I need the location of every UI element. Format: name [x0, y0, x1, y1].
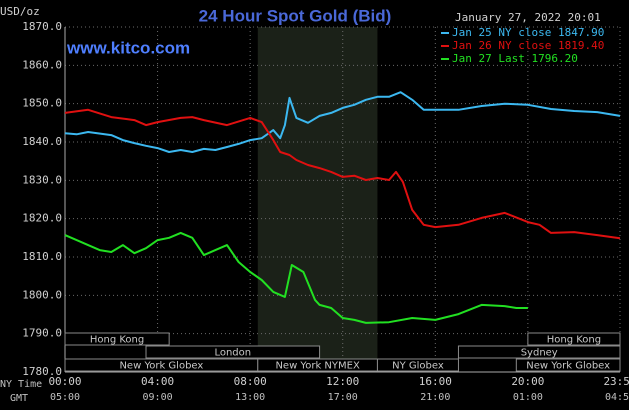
x-tick-label: 04:00 [141, 375, 174, 388]
session-shade [257, 27, 378, 372]
y-tick-label: 1850.0 [22, 97, 62, 110]
site-label: www.kitco.com [66, 38, 190, 57]
x-tick-label: 08:00 [234, 375, 267, 388]
session-label: London [214, 348, 251, 359]
session-label: NY Globex [392, 361, 444, 372]
x2-tick-label: 01:00 [513, 392, 543, 403]
x-tick-label: 16:00 [419, 375, 452, 388]
x2-tick-label: 17:00 [328, 392, 358, 403]
price-line [64, 231, 528, 324]
session-box [515, 358, 621, 372]
session-box [527, 332, 621, 346]
session-label: New York Globex [526, 361, 610, 372]
x-axis-label: NY Time [0, 379, 42, 390]
y-tick-label: 1790.0 [22, 327, 62, 340]
x-tick-label: 20:00 [511, 375, 544, 388]
y-tick-label: 1820.0 [22, 212, 62, 225]
y-tick-label: 1810.0 [22, 250, 62, 263]
session-label: Hong Kong [90, 335, 144, 346]
y-tick-label: 1840.0 [22, 135, 62, 148]
price-line [64, 91, 621, 153]
y-tick-label: 1860.0 [22, 58, 62, 71]
x-tick-label: 23:59 [603, 375, 629, 388]
session-box [376, 358, 459, 372]
x2-tick-label: 05:00 [50, 392, 80, 403]
y-tick-label: 1780.0 [22, 365, 62, 378]
y-tick-label: 1830.0 [22, 173, 62, 186]
y-tick-label: 1870.0 [22, 20, 62, 33]
x-tick-label: 00:00 [48, 375, 81, 388]
legend-label: Jan 25 NY close 1847.90 [452, 26, 604, 39]
session-label: New York Globex [119, 361, 203, 372]
session-label: Sydney [521, 348, 558, 359]
y-tick-label: 1800.0 [22, 288, 62, 301]
x2-tick-label: 21:00 [420, 392, 450, 403]
x2-tick-label: 04:59 [605, 392, 629, 403]
timestamp: January 27, 2022 20:01 [455, 11, 601, 24]
session-box [457, 345, 621, 359]
x2-tick-label: 09:00 [143, 392, 173, 403]
background-layer [64, 26, 621, 373]
session-box [64, 332, 170, 346]
x2-axis-label: GMT [10, 393, 28, 404]
session-label: Hong Kong [547, 335, 601, 346]
session-box [145, 345, 321, 359]
x2-tick-label: 13:00 [235, 392, 265, 403]
legend-label: Jan 26 NY close 1819.40 [452, 39, 604, 52]
chart-title: 24 Hour Spot Gold (Bid) [199, 6, 392, 25]
session-label: New York NYMEX [275, 361, 360, 372]
legend-label: Jan 27 Last 1796.20 [452, 52, 578, 65]
price-line [64, 108, 621, 240]
x-tick-label: 12:00 [326, 375, 359, 388]
y-axis-label: USD/oz [0, 5, 40, 18]
